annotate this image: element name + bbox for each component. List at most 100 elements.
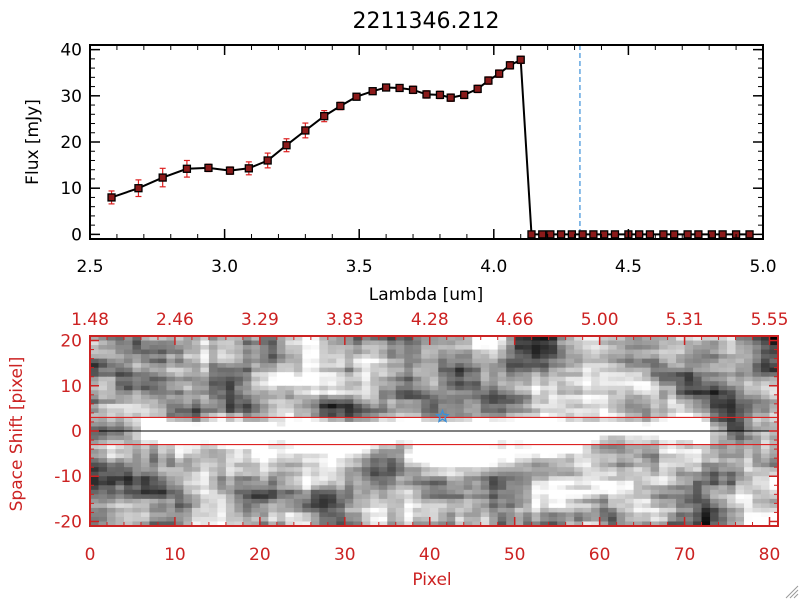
image-pixel: [693, 440, 703, 446]
image-pixel: [208, 485, 218, 491]
image-pixel: [370, 435, 380, 441]
image-pixel: [353, 408, 363, 414]
image-pixel: [370, 480, 380, 486]
image-pixel: [319, 408, 329, 414]
image-pixel: [548, 462, 558, 468]
data-point: [484, 76, 493, 85]
image-pixel: [625, 471, 635, 477]
image-pixel: [599, 440, 609, 446]
image-pixel: [710, 336, 720, 342]
image-pixel: [574, 467, 584, 473]
image-pixel: [523, 480, 533, 486]
image-pixel: [293, 399, 303, 405]
image-pixel: [395, 458, 405, 464]
image-pixel: [412, 372, 422, 378]
image-pixel: [489, 421, 499, 428]
image-pixel: [735, 376, 745, 382]
image-pixel: [761, 516, 771, 523]
image-pixel: [548, 354, 558, 360]
image-pixel: [251, 507, 261, 514]
flux-marker: [546, 230, 555, 239]
y-tick-label: -20: [54, 512, 82, 532]
image-pixel: [140, 394, 151, 400]
image-pixel: [208, 412, 218, 419]
image-pixel: [616, 417, 626, 423]
image-pixel: [268, 385, 278, 391]
image-pixel: [234, 480, 244, 486]
image-pixel: [472, 462, 482, 468]
image-pixel: [395, 449, 405, 455]
image-pixel: [480, 516, 490, 523]
image-pixel: [157, 349, 168, 355]
image-pixel: [259, 503, 269, 509]
image-pixel: [361, 521, 371, 526]
image-pixel: [540, 512, 550, 518]
image-pixel: [650, 412, 660, 419]
image-pixel: [166, 367, 176, 373]
data-point: [505, 61, 515, 70]
image-pixel: [200, 394, 210, 400]
image-pixel: [208, 521, 218, 526]
image-pixel: [310, 462, 320, 468]
image-pixel: [353, 363, 363, 369]
image-pixel: [268, 444, 278, 450]
image-pixel: [523, 340, 533, 346]
image-pixel: [327, 408, 337, 414]
image-pixel: [149, 385, 159, 391]
image-pixel: [557, 372, 567, 378]
image-pixel: [472, 417, 482, 423]
image-pixel: [387, 340, 397, 346]
image-pixel: [540, 376, 550, 382]
image-pixel: [302, 507, 312, 514]
image-pixel: [234, 521, 244, 526]
image-pixel: [472, 336, 482, 342]
image-pixel: [370, 507, 380, 514]
image-pixel: [378, 494, 388, 500]
image-pixel: [336, 376, 346, 382]
image-pixel: [574, 408, 584, 414]
data-point: [408, 85, 418, 95]
image-pixel: [251, 512, 261, 518]
image-pixel: [378, 381, 388, 387]
image-pixel: [310, 363, 320, 369]
image-pixel: [548, 485, 558, 491]
image-pixel: [667, 367, 677, 373]
image-pixel: [616, 462, 626, 468]
image-pixel: [344, 453, 354, 459]
image-pixel: [319, 340, 329, 346]
image-pixel: [225, 516, 235, 523]
image-pixel: [642, 408, 652, 414]
image-pixel: [616, 467, 626, 473]
image-pixel: [149, 498, 159, 504]
image-pixel: [625, 498, 635, 504]
image-pixel: [302, 512, 312, 518]
image-pixel: [293, 394, 303, 400]
image-pixel: [217, 480, 227, 486]
image-pixel: [667, 385, 677, 391]
image-pixel: [744, 376, 754, 382]
image-pixel: [735, 503, 745, 509]
image-pixel: [540, 471, 550, 477]
image-pixel: [514, 376, 524, 382]
resize-grip-icon[interactable]: [785, 585, 799, 599]
image-pixel: [659, 426, 669, 432]
image-pixel: [276, 394, 286, 400]
image-pixel: [285, 390, 295, 396]
image-pixel: [157, 376, 168, 382]
image-pixel: [710, 363, 720, 369]
image-pixel: [540, 476, 550, 482]
image-pixel: [217, 440, 227, 446]
image-pixel: [514, 480, 524, 486]
image-pixel: [676, 480, 686, 486]
image-pixel: [106, 440, 117, 446]
image-pixel: [276, 458, 286, 464]
image-pixel: [438, 453, 448, 459]
image-pixel: [90, 399, 100, 405]
image-pixel: [446, 421, 456, 428]
image-pixel: [650, 363, 660, 369]
image-pixel: [200, 507, 210, 514]
image-pixel: [684, 390, 694, 396]
image-pixel: [106, 340, 117, 346]
image-pixel: [106, 385, 117, 391]
